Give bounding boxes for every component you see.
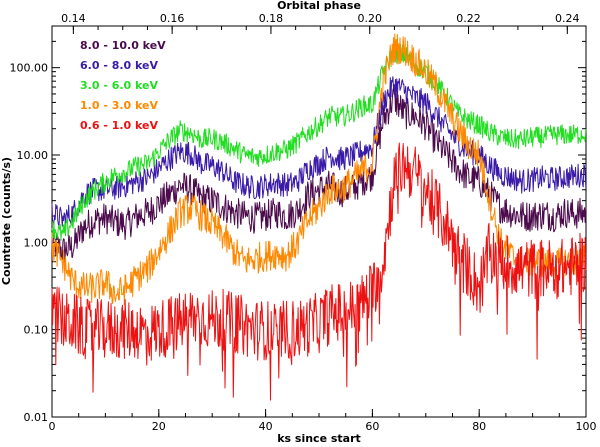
series-line-4 [51,142,587,401]
axis-ticks [51,25,587,418]
legend: 8.0 - 10.0 keV 6.0 - 8.0 keV 3.0 - 6.0 k… [80,39,166,132]
x-tick-label: 80 [472,420,486,433]
top-tick-label: 0.20 [357,12,382,25]
legend-entry-8-10: 8.0 - 10.0 keV [80,39,166,52]
legend-entry-06-1: 0.6 - 1.0 keV [80,119,159,132]
x-tick-label: 40 [259,420,273,433]
x-tick-label: 100 [576,420,597,433]
top-axis-title: Orbital phase [277,0,361,12]
tick-labels: 0 20 40 60 80 100 0.01 0.10 1.00 10.00 100.00 0.14 0… [10,12,597,433]
top-tick-label: 0.18 [259,12,284,25]
series-line-0 [51,87,587,263]
series-line-1 [51,76,587,231]
y-tick-label: 1.00 [24,236,49,249]
series-lines [51,33,587,401]
top-tick-label: 0.16 [160,12,185,25]
series-line-2 [51,43,587,241]
top-tick-label: 0.22 [456,12,481,25]
legend-entry-1-3: 1.0 - 3.0 keV [80,99,159,112]
y-tick-label: 10.00 [17,149,49,162]
y-tick-label: 0.01 [24,411,49,424]
top-tick-label: 0.24 [555,12,580,25]
x-tick-label: 0 [49,420,56,433]
x-axis-title: ks since start [277,432,361,445]
series-line-3 [51,33,587,306]
x-tick-label: 60 [365,420,379,433]
y-tick-label: 0.10 [24,324,49,337]
top-tick-label: 0.14 [61,12,86,25]
y-axis-title: Countrate (counts/s) [0,157,13,285]
x-tick-label: 20 [152,420,166,433]
legend-entry-3-6: 3.0 - 6.0 keV [80,79,159,92]
legend-entry-6-8: 6.0 - 8.0 keV [80,59,159,72]
y-tick-label: 100.00 [10,62,49,75]
